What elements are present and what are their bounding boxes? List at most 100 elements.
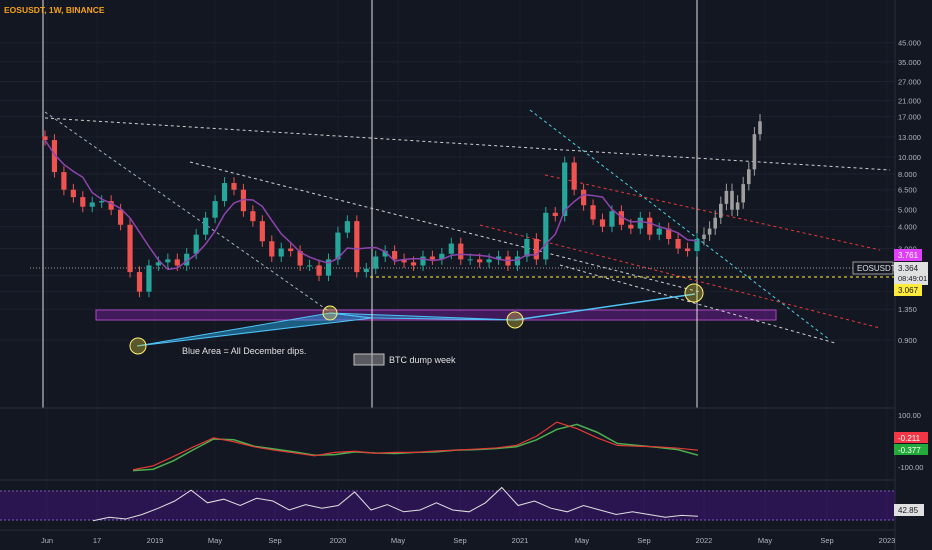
projection-group: [702, 114, 762, 246]
candle-body: [136, 272, 143, 292]
countdown-text: 08:49:01: [898, 274, 927, 283]
candle-body: [609, 211, 615, 227]
candle-body: [401, 259, 407, 263]
projection-candle: [707, 228, 712, 235]
moving-average-line: [44, 139, 698, 271]
candle-body: [486, 259, 492, 263]
projection-candle: [702, 234, 706, 239]
macd-badge-a: [894, 432, 928, 443]
candle-body: [439, 253, 445, 260]
time-tick: May: [575, 536, 589, 545]
blue-area-mid: [329, 312, 516, 321]
projection-candle: [741, 184, 745, 203]
candle-body: [108, 201, 114, 210]
rsi-badge-text: 42.85: [898, 506, 919, 515]
candle-body: [628, 224, 634, 229]
rsi-badge: [894, 504, 924, 516]
candle-body: [618, 211, 625, 225]
candle-body: [675, 238, 681, 249]
candle-body: [165, 259, 171, 263]
time-tick: Sep: [637, 536, 650, 545]
candles-group: [42, 130, 700, 298]
candle-body: [61, 172, 67, 190]
time-tick: 2019: [147, 536, 164, 545]
candle-body: [269, 241, 275, 257]
candle-body: [70, 189, 76, 198]
candle-body: [316, 265, 322, 276]
candle-body: [666, 228, 672, 239]
macd-tick-bottom: -100.00: [898, 463, 923, 472]
candle-body: [127, 224, 133, 273]
candle-body: [221, 183, 228, 202]
price-tick: 6.500: [898, 186, 917, 195]
upper-price-text: 3.761: [898, 251, 919, 260]
candle-body: [524, 238, 530, 257]
time-tick: Sep: [453, 536, 466, 545]
blue-area-right: [514, 293, 696, 321]
candle-body: [259, 221, 265, 242]
price-tick: 5.000: [898, 206, 917, 215]
lower-price-badge: [894, 284, 922, 296]
candle-body: [288, 248, 294, 252]
candle-body: [80, 197, 86, 207]
candle-body: [533, 238, 539, 260]
candle-body: [42, 136, 48, 141]
macd-badge-b: [894, 444, 928, 455]
projection-candle: [730, 190, 734, 210]
projection-candle: [719, 203, 723, 218]
projection-candle: [747, 169, 751, 185]
candle-body: [174, 259, 180, 266]
dip-marker-2: [322, 305, 338, 321]
candle-body: [250, 211, 256, 222]
candle-body: [344, 221, 350, 233]
candle-body: [467, 259, 473, 261]
price-tick: 1.350: [898, 305, 917, 314]
dip-marker-4: [684, 283, 704, 303]
candle-body: [335, 232, 341, 260]
time-tick: 2023: [879, 536, 896, 545]
price-tick: 8.000: [898, 170, 917, 179]
candle-body: [363, 268, 369, 273]
candle-body: [382, 251, 388, 257]
candle-body: [231, 183, 237, 190]
candle-body: [477, 259, 483, 263]
time-tick: Sep: [820, 536, 833, 545]
last-price-badge: [894, 262, 928, 285]
candle-body: [448, 243, 454, 254]
candle-body: [354, 221, 360, 273]
price-tick: 45.000: [898, 39, 921, 48]
price-tick: 17.000: [898, 113, 921, 122]
candle-body: [647, 217, 653, 235]
symbol-title: EOSUSDT, 1W, BINANCE: [4, 5, 105, 15]
candle-body: [581, 189, 587, 206]
candle-body: [203, 217, 209, 235]
candle-body: [297, 251, 303, 266]
price-tick: 4.000: [898, 223, 917, 232]
grid-lines: [0, 42, 895, 341]
upper-price-badge: [894, 249, 922, 261]
btc-dump-box: [353, 353, 385, 366]
time-tick: May: [208, 536, 222, 545]
candle-body: [51, 140, 58, 173]
projection-candle: [713, 217, 717, 229]
projection-candle: [758, 121, 762, 135]
signal-line: [132, 421, 699, 471]
candle-body: [193, 234, 199, 254]
candle-body: [278, 248, 284, 257]
candle-body: [373, 256, 379, 269]
trendline-diag-1: [44, 111, 331, 313]
price-tick: 0.900: [898, 336, 917, 345]
candle-body: [117, 209, 124, 225]
macd-tick-top: 100.00: [898, 411, 921, 420]
candle-body: [429, 256, 436, 260]
price-tick: 35.000: [898, 58, 921, 67]
candle-body: [89, 202, 95, 207]
time-tick: Jun: [41, 536, 53, 545]
time-tick: 2022: [696, 536, 713, 545]
rsi-band: [0, 491, 895, 520]
lower-price-text: 3.067: [898, 286, 919, 295]
last-price-text: 3.364: [898, 264, 919, 273]
candle-body: [184, 253, 190, 266]
candle-body: [599, 219, 606, 227]
